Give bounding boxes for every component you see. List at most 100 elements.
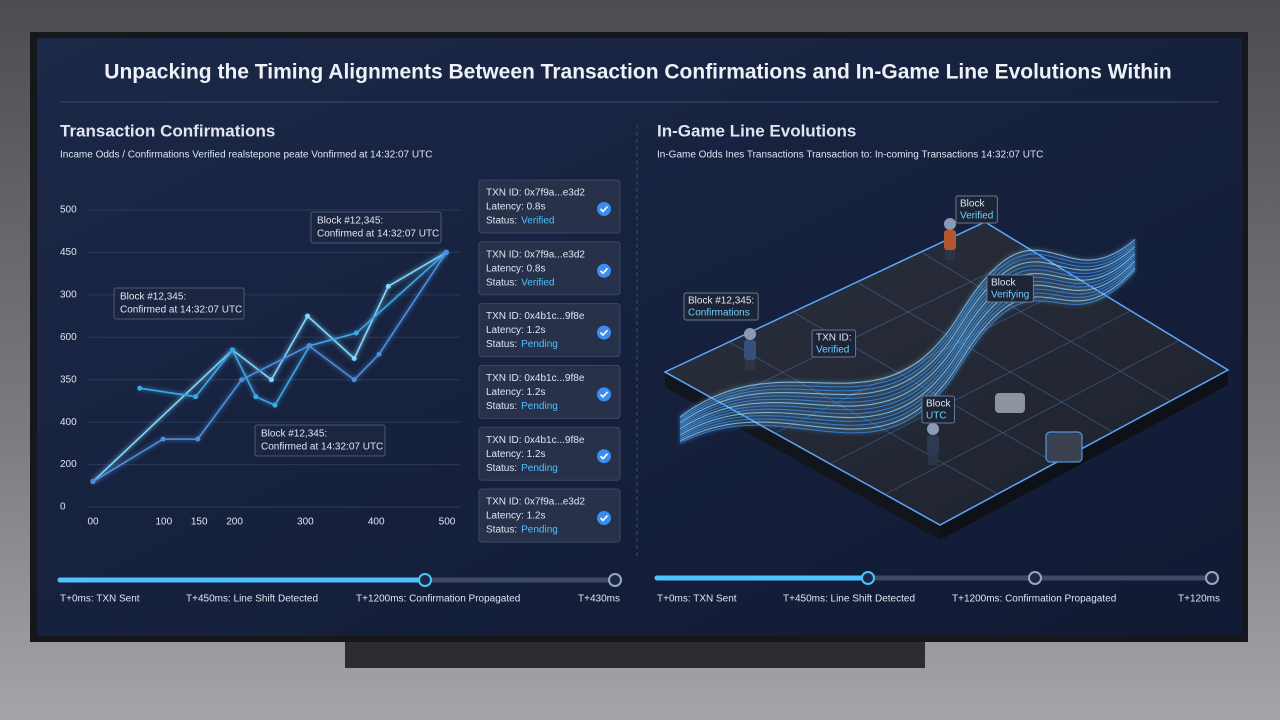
data-point (306, 343, 312, 349)
timeline-label: T+0ms: TXN Sent (60, 594, 140, 605)
txn-status: Pending (521, 463, 558, 474)
txn-status-label: Status: (486, 277, 517, 288)
x-tick-label: 00 (87, 517, 99, 528)
y-tick-label: 350 (60, 374, 77, 385)
timeline-knob (418, 573, 432, 587)
panel-subtitle: Incame Odds / Confirmations Verified rea… (60, 150, 432, 161)
data-point (443, 249, 449, 255)
isometric-scene (663, 218, 1230, 540)
timeline-label: T+120ms (1178, 594, 1220, 605)
timeline-label: T+0ms: TXN Sent (657, 594, 737, 605)
timeline-label: T+1200ms: Confirmation Propagated (356, 594, 520, 605)
character-head (744, 328, 756, 340)
data-point (376, 351, 382, 357)
y-tick-label: 300 (60, 289, 77, 300)
txn-status: Pending (521, 401, 558, 412)
device (1045, 431, 1083, 463)
check-mark (599, 453, 609, 460)
txn-latency: Latency: 1.2s (486, 325, 545, 336)
series-line (92, 251, 447, 483)
scene-label (986, 274, 1034, 303)
txn-status-label: Status: (486, 216, 517, 227)
scene-label-title: TXN ID: (816, 333, 852, 344)
character-head (944, 218, 956, 230)
txn-id: TXN ID: 0x4b1c...9f8e (486, 373, 585, 384)
light-wave (679, 267, 1136, 442)
data-point (195, 436, 201, 442)
scene-label (811, 329, 857, 358)
data-point (385, 283, 391, 289)
txn-card (478, 426, 621, 481)
panel-heading: Transaction Confirmations (60, 121, 275, 140)
light-wave (679, 255, 1136, 432)
platform-grid (884, 340, 1180, 495)
txn-status-label: Status: (486, 339, 517, 350)
platform-side (665, 372, 940, 540)
check-icon (597, 511, 611, 525)
check-mark (599, 391, 609, 399)
panel-subtitle: In-Game Odds Ines Transactions Transacti… (657, 150, 1043, 161)
check-icon (597, 202, 611, 216)
txn-card (478, 303, 621, 358)
x-tick-label: 400 (368, 517, 385, 528)
timeline-label: T+430ms (578, 594, 620, 605)
light-wave (679, 246, 1136, 424)
check-icon (597, 263, 611, 278)
scene-label-title: Block (926, 399, 951, 410)
x-tick-label: 100 (155, 517, 172, 528)
data-point (193, 394, 199, 400)
check-icon (597, 387, 611, 402)
annotation-title: Block #12,345: (261, 429, 327, 440)
timeline-label: T+450ms: Line Shift Detected (186, 594, 318, 605)
scene-label-value: Verified (960, 211, 993, 222)
character-legs (745, 360, 755, 370)
txn-status: Verified (521, 216, 554, 227)
txn-status-label: Status: (486, 525, 517, 536)
x-tick-label: 150 (191, 517, 208, 528)
y-tick-label: 500 (60, 205, 77, 216)
data-point (268, 377, 274, 383)
txn-card (478, 241, 621, 296)
scene-label (683, 292, 759, 321)
y-tick-label: 600 (60, 332, 77, 343)
x-tick-label: 300 (297, 517, 314, 528)
character-body (927, 435, 939, 455)
scene-label-title: Block (991, 278, 1016, 289)
txn-id: TXN ID: 0x4b1c...9f8e (486, 435, 585, 446)
data-point (137, 385, 143, 391)
txn-id: TXN ID: 0x7f9a...e3d2 (486, 249, 585, 260)
platform-grid (920, 251, 1171, 402)
txn-latency: Latency: 0.8s (486, 202, 545, 213)
panel-heading: In-Game Line Evolutions (657, 121, 856, 140)
x-tick-label: 200 (226, 517, 243, 528)
platform-side (940, 370, 1228, 540)
character-head (927, 423, 939, 435)
character-legs (945, 250, 955, 260)
scene-label-title: Block (960, 199, 985, 210)
data-point (239, 377, 245, 383)
txn-id: TXN ID: 0x4b1c...9f8e (486, 311, 585, 322)
scene-label-value: UTC (926, 411, 947, 422)
txn-card (478, 179, 621, 234)
light-wave (679, 253, 1136, 430)
series-line (139, 251, 447, 407)
txn-status: Pending (521, 339, 558, 350)
drone (995, 393, 1025, 413)
timeline-knob (608, 573, 622, 587)
scene-label (921, 395, 955, 424)
light-wave (679, 248, 1136, 426)
light-wave (679, 251, 1136, 428)
check-mark (599, 514, 609, 522)
txn-card (478, 364, 621, 419)
timeline-knob (1028, 571, 1042, 585)
page-title: Unpacking the Timing Alignments Between … (104, 61, 1171, 84)
annotation-title: Block #12,345: (120, 292, 186, 303)
timeline-knob (1205, 571, 1219, 585)
timelines (57, 571, 1219, 587)
check-icon (597, 325, 611, 340)
txn-latency: Latency: 1.2s (486, 387, 545, 398)
light-wave (679, 270, 1136, 444)
character-body (944, 230, 956, 250)
